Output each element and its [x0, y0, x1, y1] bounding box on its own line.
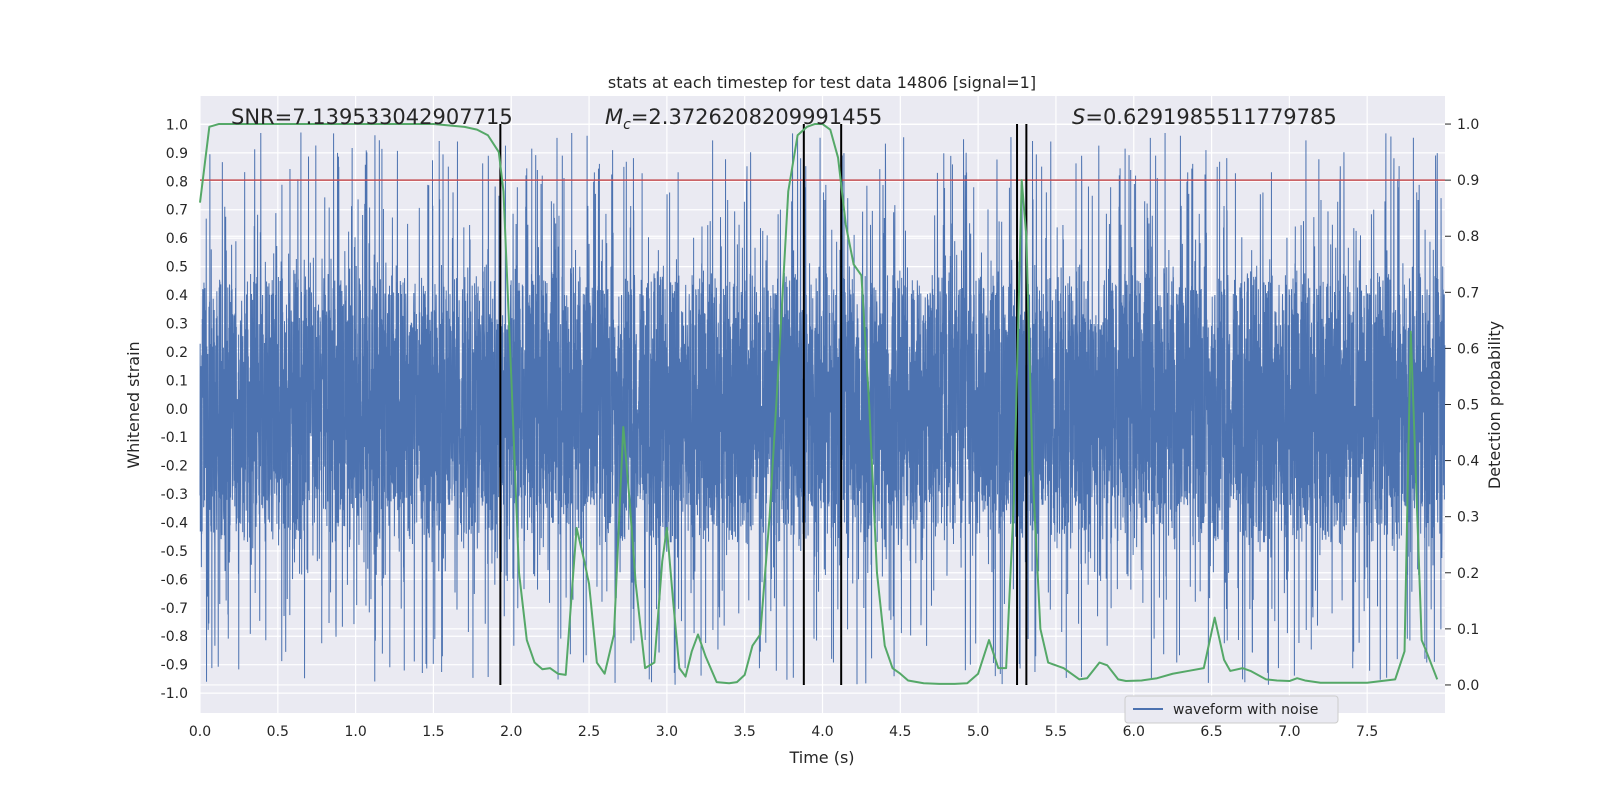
x-tick-label: 1.0: [344, 724, 366, 740]
y-right-tick-label: 0.1: [1457, 622, 1479, 638]
y-right-tick-label: 0.3: [1457, 510, 1479, 526]
y-right-tick-label: 0.7: [1457, 285, 1479, 301]
waveform-series: [199, 132, 1446, 685]
annotation-snr: SNR=7.139533042907715: [231, 105, 513, 129]
spin-value: =0.6291985511779785: [1085, 105, 1336, 129]
chirp-mass-value: =2.3726208209991455: [631, 105, 882, 129]
x-tick-label: 4.5: [889, 724, 911, 740]
y-left-tick-label: 0.0: [166, 402, 188, 418]
y-left-tick-label: -0.9: [161, 658, 188, 674]
x-tick-label: 6.5: [1200, 724, 1222, 740]
y-left-axis-ticks: 1.0 0.9 0.8 0.7 0.6 0.5 0.4 0.3 0.2 0.1 0.0 -0.1 -0.…: [161, 117, 188, 702]
x-tick-label: 6.0: [1123, 724, 1145, 740]
y-right-tick-label: 1.0: [1457, 117, 1479, 133]
y-left-tick-label: 0.7: [166, 203, 188, 219]
y-left-tick-label: 0.2: [166, 345, 188, 361]
y-right-tick-label: 0.0: [1457, 678, 1479, 694]
y-right-tick-label: 0.2: [1457, 566, 1479, 582]
annotation-chirp-mass: Mc=2.3726208209991455: [605, 105, 882, 133]
x-tick-label: 2.0: [500, 724, 522, 740]
y-left-tick-label: 0.8: [166, 174, 188, 190]
x-tick-label: 7.5: [1356, 724, 1378, 740]
y-left-axis-label: Whitened strain: [124, 341, 143, 468]
x-axis-label: Time (s): [788, 748, 854, 767]
y-left-tick-label: -0.4: [161, 515, 188, 531]
y-left-tick-label: -0.2: [161, 459, 188, 475]
y-left-tick-label: -0.1: [161, 430, 188, 446]
legend-label-waveform: waveform with noise: [1173, 702, 1318, 718]
chart-title: stats at each timestep for test data 148…: [608, 73, 1036, 92]
y-right-tick-label: 0.5: [1457, 398, 1479, 414]
x-axis-ticks: 0.0 0.5 1.0 1.5 2.0 2.5 3.0 3.5 4.0 4.5 5.0 5.5 6.0 6…: [189, 724, 1378, 740]
annotation-spin: S=0.6291985511779785: [1072, 105, 1337, 129]
x-tick-label: 0.5: [267, 724, 289, 740]
y-right-axis-ticks: 1.0 0.9 0.8 0.7 0.6 0.5 0.4 0.3 0.2 0.1 0.0: [1445, 117, 1479, 694]
x-tick-label: 3.5: [734, 724, 756, 740]
y-left-tick-label: 0.9: [166, 146, 188, 162]
y-left-tick-label: 0.6: [166, 231, 188, 247]
y-left-tick-label: 1.0: [166, 117, 188, 133]
legend-box: [1124, 695, 1339, 724]
y-left-tick-label: -0.6: [161, 572, 188, 588]
x-tick-label: 5.0: [967, 724, 989, 740]
x-tick-label: 3.0: [656, 724, 678, 740]
x-tick-label: 7.0: [1278, 724, 1300, 740]
waveform-line: [199, 132, 1446, 685]
y-left-tick-label: -0.5: [161, 544, 188, 560]
y-right-tick-label: 0.6: [1457, 341, 1479, 357]
chirp-mass-subscript: c: [623, 117, 631, 133]
y-left-tick-label: -0.8: [161, 629, 188, 645]
x-tick-label: 4.0: [811, 724, 833, 740]
legend: waveform with noise: [1124, 695, 1339, 724]
y-left-tick-label: 0.4: [166, 288, 188, 304]
y-left-tick-label: -1.0: [161, 686, 188, 702]
y-left-tick-label: 0.1: [166, 373, 188, 389]
x-tick-label: 0.0: [189, 724, 211, 740]
detection-probability-line: [199, 123, 1439, 685]
y-left-tick-label: 0.5: [166, 260, 188, 276]
y-left-tick-label: 0.3: [166, 316, 188, 332]
x-tick-label: 2.5: [578, 724, 600, 740]
x-tick-label: 1.5: [422, 724, 444, 740]
x-tick-label: 5.5: [1045, 724, 1067, 740]
y-left-tick-label: -0.7: [161, 601, 188, 617]
chirp-mass-symbol: M: [605, 105, 623, 129]
detection-probability-series: [199, 123, 1439, 685]
y-right-tick-label: 0.9: [1457, 173, 1479, 189]
y-left-tick-label: -0.3: [161, 487, 188, 503]
y-right-tick-label: 0.8: [1457, 229, 1479, 245]
y-right-axis-label: Detection probability: [1485, 321, 1504, 489]
y-right-tick-label: 0.4: [1457, 454, 1479, 470]
spin-symbol: S: [1072, 105, 1085, 129]
